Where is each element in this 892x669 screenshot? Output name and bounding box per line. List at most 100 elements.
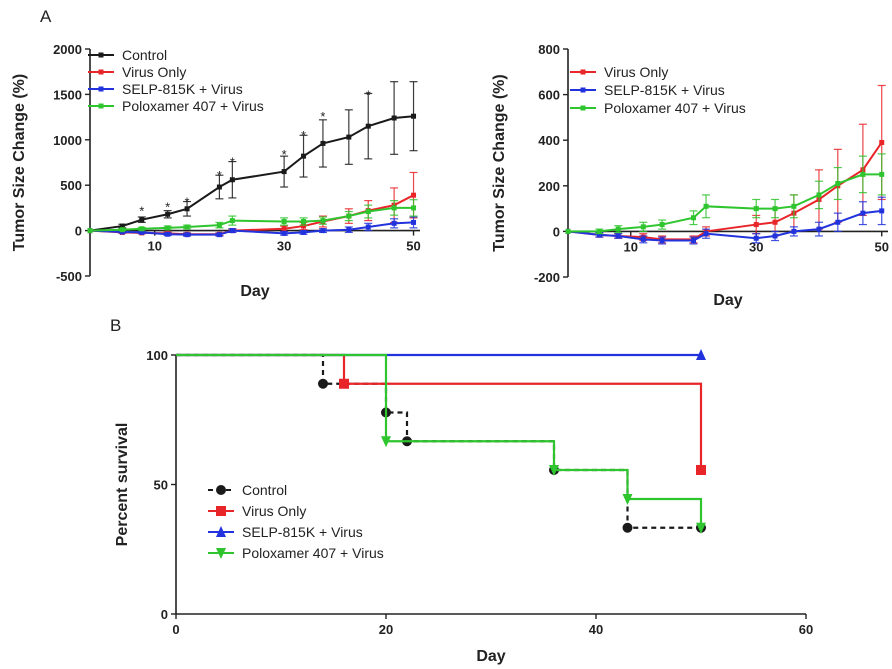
data-point <box>281 226 287 232</box>
legend-marker <box>98 69 104 75</box>
legend-marker <box>98 103 104 109</box>
data-point <box>411 192 417 198</box>
legend-label: Virus Only <box>604 64 668 80</box>
data-point <box>411 219 417 225</box>
series-line <box>89 221 414 236</box>
data-point <box>184 206 190 212</box>
x-tick-label: 10 <box>147 239 161 254</box>
data-point <box>659 222 665 228</box>
data-point <box>281 169 287 175</box>
y-tick-label: 500 <box>60 178 82 193</box>
survival-chart: 0 50 100 0 20 40 60 Day Percent survival Control V… <box>114 348 813 665</box>
legend-label: SELP-815K + Virus <box>122 81 243 97</box>
survival-line <box>176 353 703 470</box>
legend-label: SELP-815K + Virus <box>604 82 725 98</box>
data-point <box>411 205 417 211</box>
y-axis-title: Tumor Size Change (%) <box>491 74 508 252</box>
panel-label-a: A <box>40 7 52 26</box>
y-axis-title: Tumor Size Change (%) <box>11 74 28 252</box>
data-point <box>119 227 125 233</box>
y-tick-label: 400 <box>538 133 560 148</box>
data-point <box>320 140 326 146</box>
legend-item-virus-only: Virus Only <box>208 503 306 519</box>
data-point <box>879 171 885 177</box>
data-point <box>565 228 571 234</box>
data-point <box>860 210 866 216</box>
data-point <box>301 219 307 225</box>
y-tick-label: 100 <box>146 348 168 363</box>
x-axis-title: Day <box>240 283 269 300</box>
legend-marker <box>216 506 226 516</box>
legend-marker <box>216 548 226 559</box>
data-point <box>772 206 778 212</box>
data-point <box>301 223 307 229</box>
data-point <box>753 222 759 228</box>
significance-mark: * <box>366 87 371 102</box>
y-tick-label: 0 <box>75 224 82 239</box>
data-point <box>860 171 866 177</box>
series-line <box>568 173 882 233</box>
data-point <box>772 233 778 239</box>
legend: Control Virus Only SELP-815K + Virus Poloxa… <box>208 482 384 561</box>
data-point <box>753 235 759 241</box>
x-tick-label: 40 <box>589 622 603 637</box>
data-point <box>753 206 759 212</box>
data-point <box>216 184 222 190</box>
significance-mark: * <box>139 204 144 219</box>
y-tick-label: 600 <box>538 88 560 103</box>
y-tick-label: 0 <box>553 224 560 239</box>
data-point <box>365 224 371 230</box>
y-axis-title: Percent survival <box>114 423 131 547</box>
data-point <box>622 522 633 533</box>
data-point <box>229 218 235 224</box>
data-point <box>816 226 822 232</box>
y-tick-label: -500 <box>56 269 82 284</box>
data-point <box>339 378 349 389</box>
series-virus-only <box>176 353 706 475</box>
x-axis-title: Day <box>476 648 505 665</box>
data-point <box>622 494 633 506</box>
series-selp-815k-virus <box>565 196 886 245</box>
data-point <box>879 139 885 145</box>
legend-item-selp-815k-virus: SELP-815K + Virus <box>208 524 363 540</box>
legend-item-control: Control <box>88 47 167 63</box>
data-point <box>320 228 326 234</box>
data-point <box>391 220 397 226</box>
data-point <box>703 231 709 237</box>
data-point <box>596 232 602 238</box>
data-point <box>229 228 235 234</box>
y-tick-label: 200 <box>538 179 560 194</box>
data-point <box>690 238 696 244</box>
legend-label: Control <box>242 482 287 498</box>
x-tick-label: 0 <box>172 622 179 637</box>
legend-item-virus-only: Virus Only <box>88 64 186 80</box>
data-point <box>320 218 326 224</box>
legend-label: SELP-815K + Virus <box>242 524 363 540</box>
data-point <box>835 219 841 225</box>
y-tick-label: -200 <box>534 270 560 285</box>
data-point <box>772 219 778 225</box>
data-point <box>696 349 706 360</box>
significance-mark: * <box>282 147 287 162</box>
y-tick-label: 800 <box>538 42 560 57</box>
data-point <box>216 232 222 238</box>
data-point <box>346 213 352 219</box>
data-point <box>216 222 222 228</box>
legend: Virus Only SELP-815K + Virus Poloxamer 407… <box>570 64 746 116</box>
survival-line <box>176 353 703 528</box>
significance-mark: * <box>217 168 222 183</box>
significance-mark: * <box>320 109 325 124</box>
series-line <box>567 141 883 241</box>
legend-item-virus-only: Virus Only <box>570 64 668 80</box>
x-axis-title: Day <box>713 292 742 309</box>
legend-item-selp-815k-virus: SELP-815K + Virus <box>88 81 243 97</box>
tumor-size-chart-left: -500 0 500 1000 1500 2000 10 30 50 Day Tumor Size … <box>11 42 421 300</box>
data-point <box>119 223 125 229</box>
legend-label: Poloxamer 407 + Virus <box>604 100 746 116</box>
data-point <box>346 134 352 140</box>
legend-marker <box>98 52 104 58</box>
legend-marker <box>98 86 104 92</box>
data-point <box>165 211 171 217</box>
